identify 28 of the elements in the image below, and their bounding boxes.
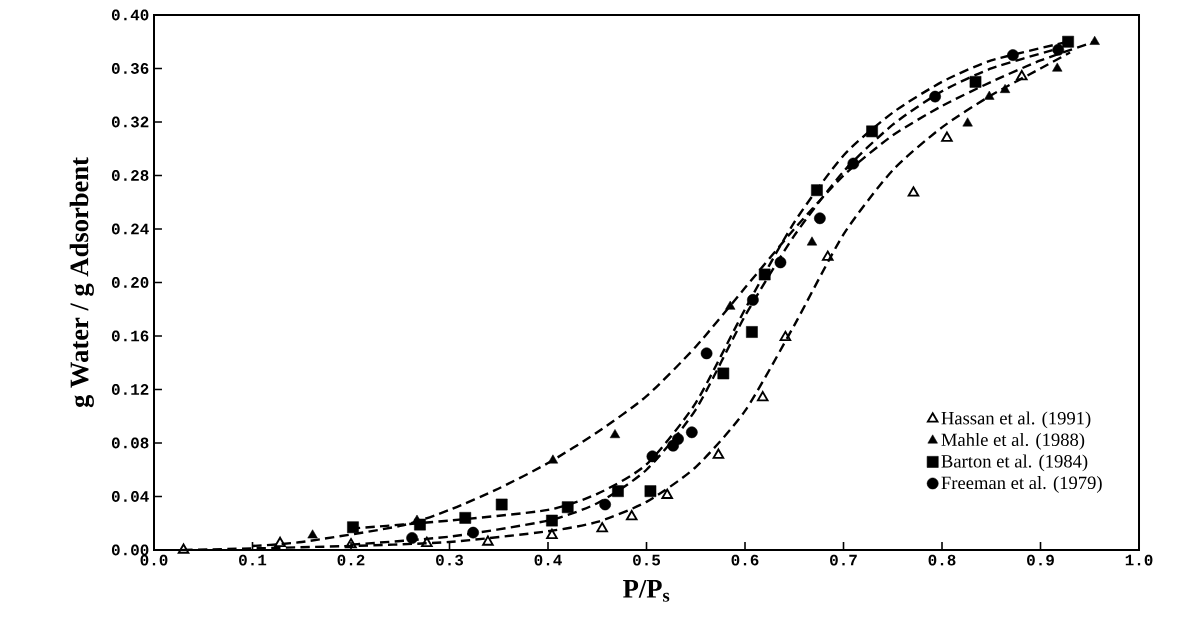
x-tick-label: 0.2 — [337, 554, 365, 566]
x-tick-label: 0.9 — [1027, 554, 1054, 566]
x-tick-label: 0.4 — [534, 554, 562, 566]
y-tick-label: 0.04 — [111, 491, 149, 502]
legend-label: Hassan et al. (1991) — [941, 411, 1091, 429]
y-tick-label: 0.36 — [111, 63, 149, 74]
y-tick-label: 0.24 — [111, 223, 149, 235]
x-tick-label: 0.1 — [239, 554, 267, 566]
y-tick-label: 0.28 — [111, 170, 149, 181]
y-tick-label: 0.00 — [111, 544, 149, 556]
x-tick-label: 0.7 — [830, 554, 857, 566]
x-tick-label: 0.3 — [436, 554, 464, 566]
y-tick-label: 0.20 — [111, 277, 149, 288]
x-tick-label: 0.0 — [140, 554, 168, 566]
y-tick-label: 0.12 — [111, 384, 149, 395]
legend-label: Mahle et al. (1988) — [941, 432, 1085, 450]
x-tick-label: 0.5 — [633, 554, 661, 566]
legend-label: Freeman et al. (1979) — [941, 476, 1102, 493]
x-tick-label: 0.8 — [928, 554, 956, 566]
legend-label: Barton et al. (1984) — [941, 454, 1088, 472]
y-axis-title: g Water / g Adsorbent — [69, 157, 94, 408]
y-tick-label: 0.16 — [111, 330, 149, 342]
x-tick-label: 1.0 — [1125, 554, 1153, 566]
x-tick-label: 0.6 — [731, 554, 759, 566]
y-tick-label: 0.40 — [111, 9, 149, 21]
y-tick-label: 0.08 — [111, 437, 149, 449]
x-axis-title: P/P$_{s}$ — [623, 579, 670, 602]
y-tick-label: 0.32 — [111, 116, 149, 128]
